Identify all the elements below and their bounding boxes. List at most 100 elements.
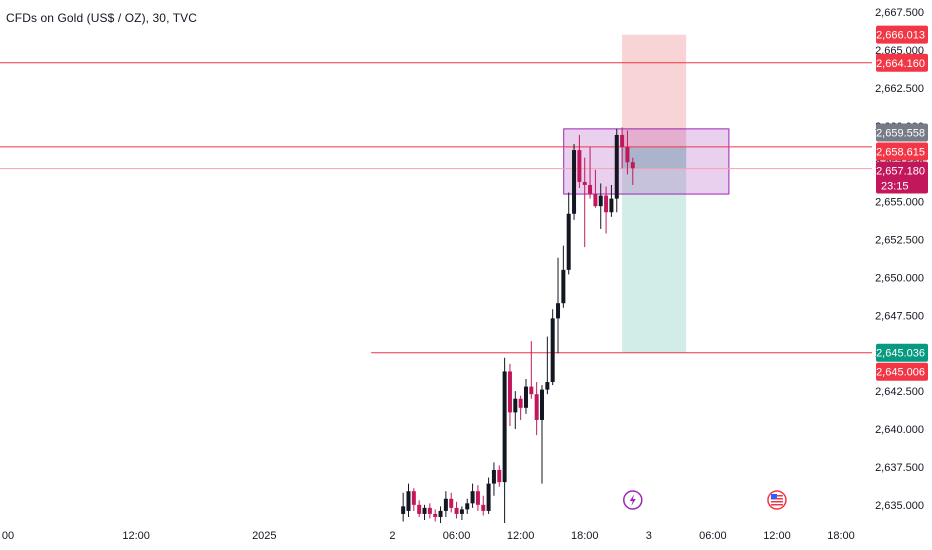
candle [561,245,566,308]
candle-body [411,491,416,505]
candle [438,506,443,524]
x-tick-label: 2 [389,530,395,542]
candle [630,157,635,185]
candle-body [598,195,603,207]
candle [507,363,512,427]
candle-body [523,386,528,408]
y-tick-label: 2,640.000 [875,424,924,436]
candle [454,501,459,519]
candle-body [481,504,486,511]
price-axis: 2,635.000 2,637.500 2,640.000 2,642.500 2,64… [875,7,924,512]
x-tick-label: 3 [646,530,652,542]
candle [406,483,411,517]
price-tag-bg [876,123,928,142]
y-tick-label: 2,655.000 [875,197,924,209]
x-tick-label: 2025 [252,530,276,542]
x-tick-label: 18:00 [827,530,855,542]
x-tick-label: 06:00 [699,530,727,542]
price-tag-label: 2,666.013 [876,30,925,42]
candle-body [433,513,438,517]
candle [593,169,598,208]
candle [502,357,507,524]
price-tag-label: 2,645.036 [876,348,925,360]
candle-body [417,504,422,514]
price-tag-label: 2,657.180 [876,166,925,178]
us-flag-icon [767,490,787,510]
candles [401,127,635,524]
candle [614,128,619,213]
candle [582,157,587,248]
candle-body [620,134,625,148]
y-tick-label: 2,652.500 [875,235,924,247]
candle [401,492,406,522]
candle-body [486,483,491,511]
lightning-bolt [629,494,636,506]
candle [540,385,544,484]
candle [518,395,523,420]
candle-body [545,382,550,390]
candle-body [443,498,448,511]
candle [609,184,614,217]
price-tag: 2,666.013 [876,25,928,44]
candle [411,488,416,511]
risk-zone [622,34,687,147]
y-tick-label: 2,642.500 [875,386,924,398]
price-tag-bg [876,53,928,72]
candle-body [454,507,459,514]
candle-body [406,491,411,511]
x-tick-label: 18:00 [571,530,599,542]
price-tag-label: 2,664.160 [876,58,925,70]
candle [417,500,422,517]
time-axis: 00 12:00 2025 2 06:00 12:00 18:00 3 06:00 12:00 18… [2,530,855,542]
price-tag: 2,657.180 23:15 [876,161,928,194]
candle-body [577,150,582,182]
candle-body [614,134,619,199]
chart-title: CFDs on Gold (US$ / OZ), 30, TVC [6,11,198,25]
us-flag-icon-ring [767,490,787,510]
x-tick-label: 12:00 [507,530,535,542]
candle [566,192,571,275]
candle [625,130,630,175]
candle-body [561,269,566,304]
candle-body [465,503,470,510]
candle [577,134,582,188]
candle [604,186,609,234]
candle-body [556,303,561,319]
candle [556,257,561,354]
candle-body [449,498,454,508]
price-tag-label: 2,658.615 [876,147,925,159]
y-tick-label: 2,650.000 [875,272,924,284]
candle-body [582,181,587,185]
candle-body [497,469,502,483]
candle [481,495,486,516]
candle [422,504,427,520]
candle-body [609,198,614,213]
x-tick-label: 12:00 [122,530,150,542]
price-tag: 2,658.615 [876,142,928,161]
candle-body [566,213,571,270]
candle [620,127,625,169]
x-tick-label: 12:00 [763,530,791,542]
candle [513,391,518,430]
candle [534,382,539,436]
candle-body [401,506,406,514]
candle [449,492,454,513]
candle [572,144,577,220]
price-tags: 2,666.013 2,664.160 2,659.558 2,658.615 2,65… [876,25,928,381]
price-tag: 2,645.036 [876,343,928,362]
x-tick-label: 00 [2,530,14,542]
candle-body [529,386,534,395]
candle [427,503,432,519]
candle-body [422,507,427,514]
zone-rectangle [563,128,730,195]
candle [550,309,555,386]
candle [491,462,496,496]
price-tag: 2,659.558 [876,123,928,142]
candle [588,147,593,199]
y-tick-label: 2,647.500 [875,310,924,322]
candle-body [540,389,544,420]
candle [545,336,550,395]
event-icons [623,490,787,510]
candle-body [572,150,577,214]
